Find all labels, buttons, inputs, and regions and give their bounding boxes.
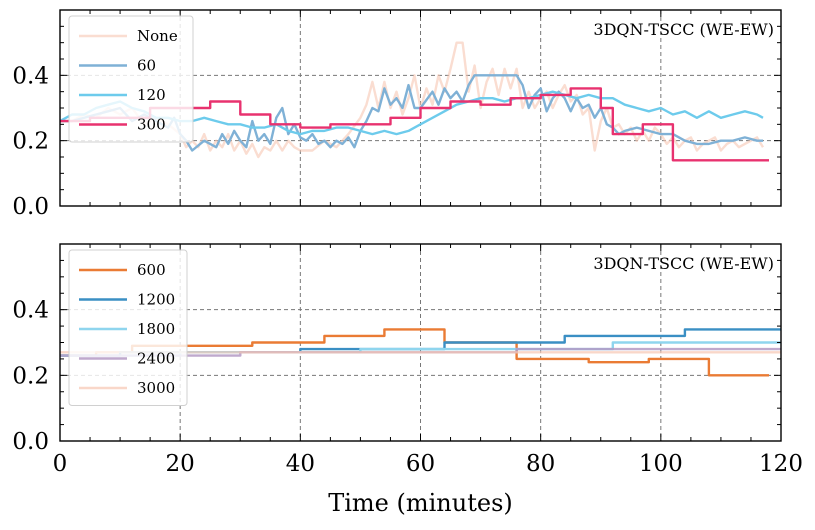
x-tick-label: 40 [286, 451, 315, 477]
y-tick-label: 0.4 [12, 63, 49, 89]
x-tick-label: 80 [526, 451, 555, 477]
legend-label-2400: 2400 [137, 350, 175, 368]
legend-label-1800: 1800 [137, 320, 175, 338]
x-tick-label: 60 [406, 451, 435, 477]
legend-label-60: 60 [137, 57, 156, 75]
legend-label-600: 600 [137, 261, 166, 279]
top-legend: None 60 120 300 [68, 15, 194, 143]
legend-label-None: None [137, 27, 178, 45]
legend-label-300: 300 [137, 116, 166, 134]
bottom-panel: 0.0 0.2 0.4 0 20 40 60 80 100 120 3DQN-TSCC (WE-… [12, 243, 803, 517]
bottom-panel-annotation: 3DQN-TSCC (WE-EW) [593, 254, 774, 273]
x-axis-label: Time (minutes) [328, 489, 513, 517]
x-tick-label: 0 [53, 451, 68, 477]
y-tick-label: 0.4 [12, 298, 49, 324]
legend-frame [68, 249, 188, 406]
top-panel: 0.0 0.2 0.4 3DQN-TSCC (WE-EW) None 60 120 300 [12, 9, 782, 220]
legend-label-120: 120 [137, 86, 166, 104]
bottom-legend: 600 1200 1800 2400 3000 [68, 249, 188, 406]
y-tick-label: 0.2 [12, 129, 49, 155]
legend-label-3000: 3000 [137, 379, 175, 397]
x-tick-label: 100 [639, 451, 683, 477]
legend-frame [68, 15, 194, 143]
y-tick-label: 0.0 [12, 429, 49, 455]
y-tick-label: 0.2 [12, 363, 49, 389]
y-tick-label: 0.0 [12, 194, 49, 220]
x-tick-label: 120 [759, 451, 803, 477]
series-line-300 [60, 87, 769, 162]
series-line-60 [60, 74, 763, 152]
legend-label-1200: 1200 [137, 291, 175, 309]
x-tick-label: 20 [166, 451, 195, 477]
top-panel-annotation: 3DQN-TSCC (WE-EW) [593, 20, 774, 39]
